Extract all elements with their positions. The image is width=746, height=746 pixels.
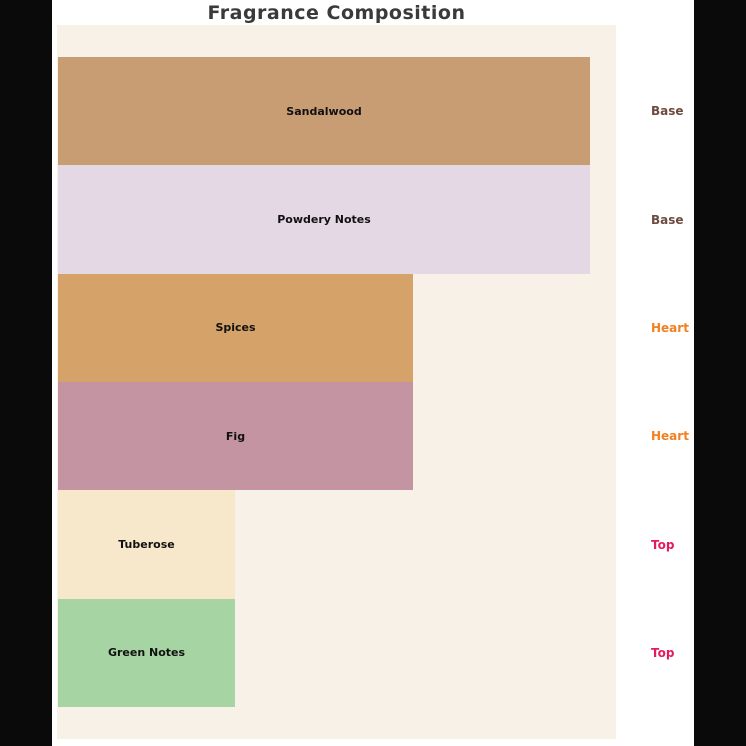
bar-label-fig: Fig: [225, 429, 246, 443]
bar-label-green-notes: Green Notes: [107, 646, 186, 660]
bar-green-notes: Green Notes: [58, 598, 235, 707]
stage-label-sandalwood: Base: [651, 104, 684, 119]
stage-label-green-notes: Top: [651, 645, 675, 660]
bar-powdery-notes: Powdery Notes: [58, 165, 590, 274]
bar-fig: Fig: [58, 382, 413, 491]
stage-label-powdery-notes: Base: [651, 212, 684, 227]
stage-label-spices: Heart: [651, 320, 689, 335]
bar-label-tuberose: Tuberose: [118, 537, 175, 551]
bar-label-spices: Spices: [215, 321, 256, 335]
plot-area: Sandalwood Powdery Notes Spices Fig Tuberose…: [57, 25, 616, 739]
bar-sandalwood: Sandalwood: [58, 57, 590, 166]
chart-title: Fragrance Composition: [207, 2, 466, 24]
bar-spices: Spices: [58, 273, 413, 382]
chart-figure: Fragrance Composition Sandalwood Powdery …: [52, 0, 694, 746]
bar-tuberose: Tuberose: [58, 490, 235, 599]
stage-label-tuberose: Top: [651, 537, 675, 552]
bar-label-sandalwood: Sandalwood: [286, 104, 362, 118]
bar-label-powdery-notes: Powdery Notes: [277, 212, 371, 226]
stage-label-fig: Heart: [651, 429, 689, 444]
